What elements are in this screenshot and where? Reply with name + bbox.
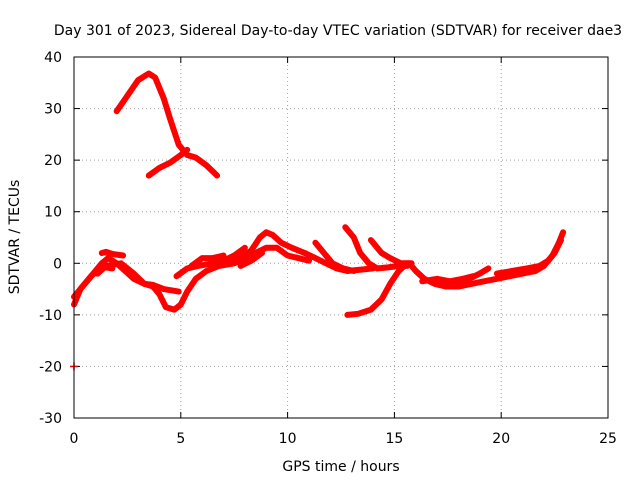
y-tick-label: 0 (53, 256, 62, 272)
series-track-8 (188, 252, 227, 269)
x-axis-label: GPS time / hours (282, 459, 399, 475)
y-axis-label: SDTVAR / TECUs (7, 180, 23, 295)
y-tick-label: 40 (44, 50, 62, 66)
series-track-5 (98, 248, 127, 259)
grid-lines (74, 57, 608, 418)
series-track-11 (312, 239, 357, 274)
y-tick-label: -10 (39, 308, 62, 324)
y-tick-label: -30 (39, 411, 62, 427)
x-tick-label: 25 (599, 431, 617, 447)
series-track-2 (145, 146, 191, 179)
axis-ticks (73, 56, 609, 419)
x-tick-label: 20 (492, 431, 510, 447)
series-track-9 (220, 244, 248, 264)
series-track-13 (367, 237, 415, 267)
y-tick-label: 30 (44, 102, 62, 118)
y-tick-label: 20 (44, 153, 62, 169)
series-track-17 (434, 265, 492, 287)
series-track-1 (113, 70, 221, 179)
series-track-18 (493, 237, 564, 277)
chart-title: Day 301 of 2023, Sidereal Day-to-day VTE… (54, 23, 622, 39)
x-tick-label: 10 (279, 431, 297, 447)
y-tick-label: 10 (44, 205, 62, 221)
x-tick-label: 15 (385, 431, 403, 447)
series-track-10 (237, 250, 265, 269)
x-tick-label: 0 (70, 431, 79, 447)
plot-frame (73, 56, 609, 419)
series-track-14 (344, 260, 411, 318)
plot-series (70, 70, 567, 371)
series-track-4 (71, 264, 116, 300)
series-track-12 (342, 224, 411, 272)
tick-labels: 0 5 10 15 20 25 -30 -20 -10 0 10 20 30 40 (39, 50, 617, 447)
y-tick-label: -20 (39, 359, 62, 375)
series-track-6 (94, 244, 312, 313)
x-tick-label: 5 (176, 431, 185, 447)
